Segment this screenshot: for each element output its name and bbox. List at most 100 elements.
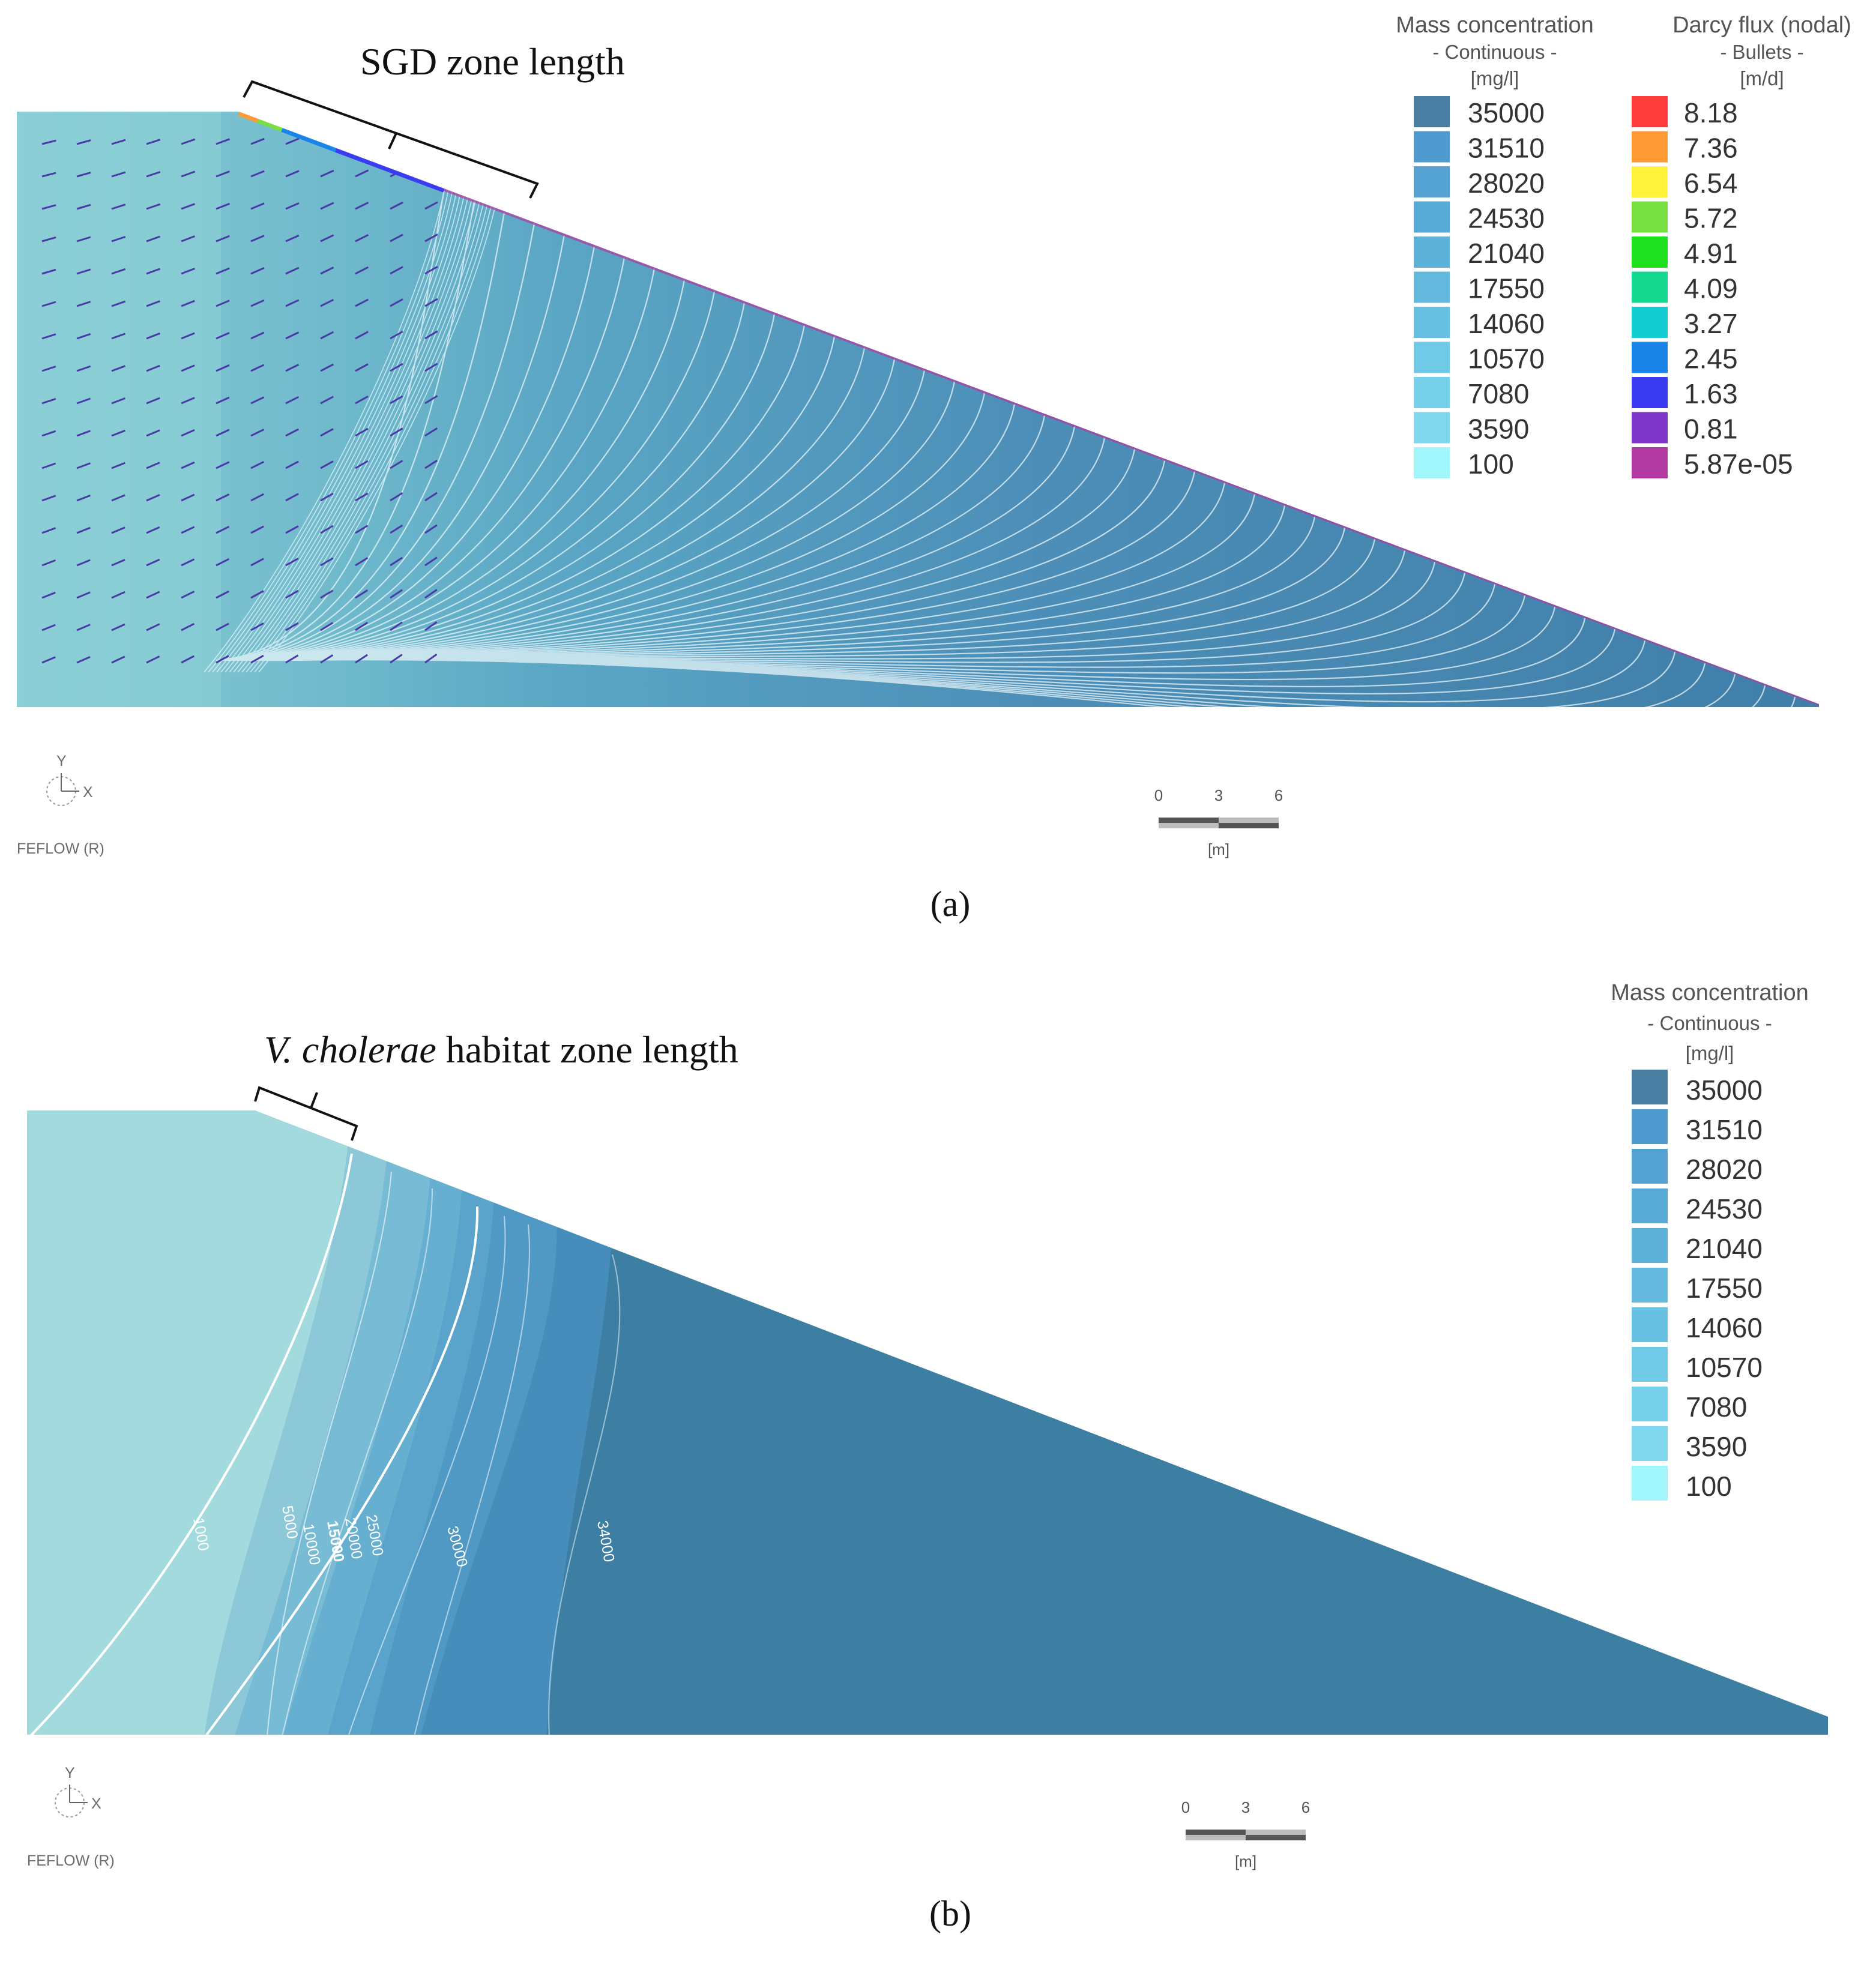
legend-value: 24530	[1468, 203, 1545, 234]
velocity-vector	[355, 460, 369, 469]
panel-a: SGD zone length Mass concentration - Con…	[17, 13, 1851, 924]
scale-tick-3: 3	[1214, 786, 1223, 804]
streamline	[232, 302, 746, 661]
velocity-vector	[146, 235, 161, 242]
streamline	[228, 279, 686, 661]
velocity-vector	[390, 266, 403, 275]
scale-tick-3: 3	[1241, 1798, 1250, 1816]
legend-swatch	[1414, 236, 1450, 268]
panel-b-domain	[27, 1110, 1828, 1735]
velocity-vector	[424, 621, 438, 631]
velocity-vector	[41, 495, 56, 502]
scale-bar: 0 3 6 [m]	[1181, 1798, 1310, 1870]
velocity-vector	[390, 395, 403, 405]
streamline	[261, 505, 1286, 661]
velocity-vector	[285, 234, 300, 242]
legend-value: 35000	[1468, 97, 1545, 128]
velocity-vector	[250, 202, 265, 210]
legend-swatch	[1414, 342, 1450, 373]
legend-swatch	[1632, 1070, 1668, 1104]
velocity-vector	[355, 427, 369, 437]
velocity-vector	[41, 430, 56, 437]
streamline	[237, 336, 836, 661]
streamline	[262, 516, 1316, 661]
streamline	[219, 212, 505, 661]
velocity-vector	[250, 429, 265, 437]
velocity-vector	[41, 333, 56, 340]
axis-indicator: Y X	[55, 1765, 101, 1818]
interface-streamline	[204, 189, 445, 673]
velocity-vector	[424, 233, 438, 242]
legend-swatch	[1414, 96, 1450, 127]
legend-swatch	[1632, 377, 1668, 408]
velocity-vector	[320, 622, 334, 631]
legend-value: 7080	[1468, 378, 1529, 409]
legend-value: 31510	[1468, 133, 1545, 164]
velocity-vector	[216, 655, 229, 664]
velocity-vector	[146, 526, 160, 534]
velocity-vector	[285, 267, 300, 275]
velocity-vector	[390, 589, 403, 599]
velocity-vector	[146, 268, 161, 275]
velocity-vector	[390, 363, 403, 372]
boundary-flux-markers	[238, 112, 1819, 706]
axis-y-label: Y	[65, 1765, 75, 1782]
velocity-vector	[355, 202, 369, 210]
streamline	[227, 268, 656, 661]
velocity-vector	[355, 589, 369, 599]
axis-x-label: X	[91, 1795, 101, 1812]
velocity-vector	[216, 622, 229, 631]
velocity-vector	[390, 556, 403, 567]
legend-value: 4.91	[1684, 238, 1738, 269]
velocity-vector	[146, 655, 160, 664]
velocity-vector	[250, 331, 265, 340]
velocity-vector	[250, 235, 265, 242]
streamline	[247, 415, 1046, 661]
legend-value: 17550	[1468, 273, 1545, 304]
legend-value: 35000	[1686, 1074, 1763, 1106]
velocity-vector	[76, 559, 91, 567]
scale-tick-6: 6	[1274, 786, 1283, 804]
velocity-vector	[320, 589, 334, 599]
legend-swatch	[1414, 271, 1450, 303]
velocity-vector	[355, 621, 369, 631]
velocity-vector	[181, 429, 195, 437]
velocity-vector	[355, 137, 369, 145]
velocity-vector	[285, 170, 300, 178]
velocity-vector	[285, 654, 299, 664]
velocity-vector	[41, 301, 56, 307]
velocity-vector	[76, 430, 91, 437]
legend-value: 14060	[1468, 308, 1545, 339]
streamline	[243, 381, 956, 661]
legend-swatch	[1632, 447, 1668, 478]
streamline	[222, 234, 566, 661]
velocity-vector	[320, 169, 334, 178]
interface-streamline	[237, 189, 478, 673]
velocity-vector	[146, 203, 161, 210]
velocity-vector	[320, 202, 334, 210]
velocity-vector	[390, 621, 403, 631]
velocity-vector	[146, 429, 160, 437]
legend-darcy-flux: Darcy flux (nodal) - Bullets - [m/d] 8.1…	[1632, 13, 1851, 480]
legend-swatch	[1632, 131, 1668, 163]
velocity-vector	[76, 397, 91, 405]
caption-b: (b)	[929, 1894, 971, 1933]
velocity-vector	[355, 395, 369, 405]
legend-swatch	[1632, 1426, 1668, 1461]
legend-subtitle: - Continuous -	[1432, 41, 1557, 63]
legend-swatch	[1414, 166, 1450, 197]
velocity-vector	[146, 139, 161, 145]
streamline	[225, 257, 626, 661]
velocity-vector	[76, 526, 91, 534]
velocity-vector	[285, 622, 299, 631]
legend-swatch	[1414, 377, 1450, 408]
velocity-vector	[355, 363, 369, 372]
velocity-vector	[216, 235, 230, 242]
velocity-vector	[146, 397, 160, 405]
velocity-vector	[390, 233, 403, 242]
velocity-vector	[250, 137, 265, 145]
legend-swatch	[1414, 201, 1450, 233]
legend-swatch	[1632, 1307, 1668, 1342]
velocity-vector	[181, 267, 195, 275]
scale-tick-6: 6	[1301, 1798, 1310, 1816]
